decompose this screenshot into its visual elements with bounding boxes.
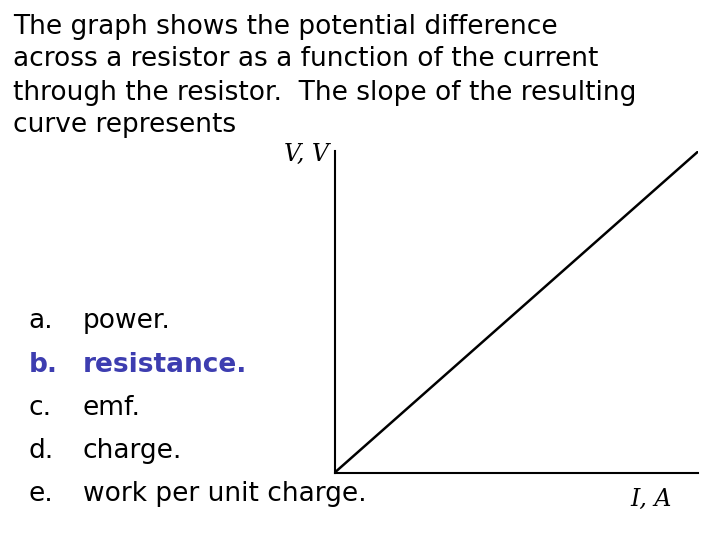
Text: V, V: V, V [284,143,329,166]
Text: resistance.: resistance. [83,352,247,377]
Text: work per unit charge.: work per unit charge. [83,481,366,507]
Text: e.: e. [29,481,53,507]
Text: power.: power. [83,308,171,334]
Text: emf.: emf. [83,395,141,421]
Text: a.: a. [29,308,53,334]
Text: I, A: I, A [630,488,671,511]
Text: charge.: charge. [83,438,182,464]
Text: b.: b. [29,352,58,377]
Text: The graph shows the potential difference
across a resistor as a function of the : The graph shows the potential difference… [13,14,636,138]
Text: d.: d. [29,438,54,464]
Text: c.: c. [29,395,52,421]
